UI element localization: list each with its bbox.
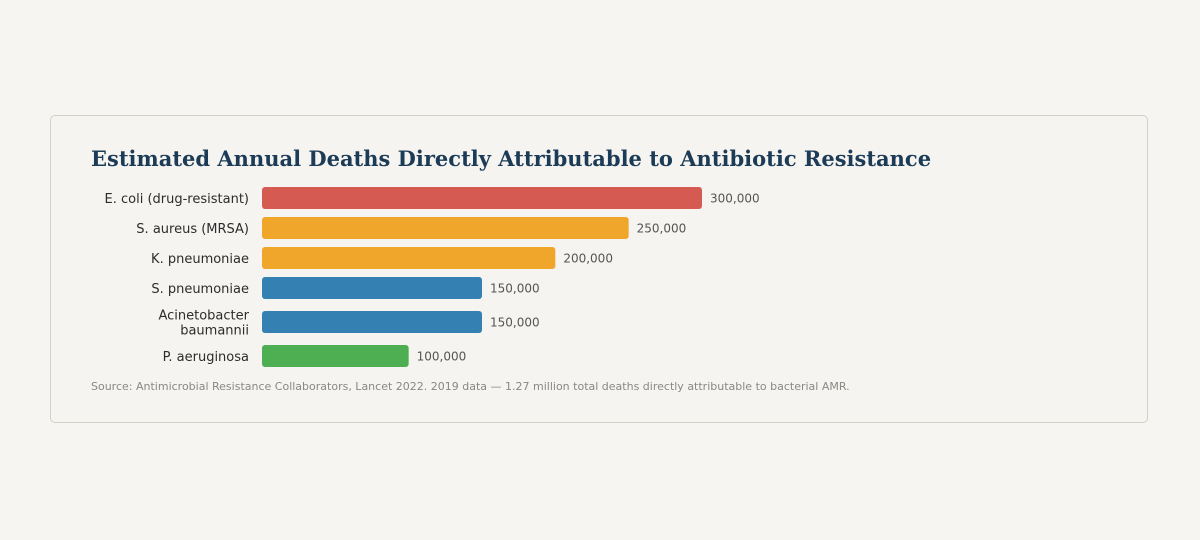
value-label: 300,000 — [710, 192, 760, 206]
category-label: S. pneumoniae — [151, 282, 249, 297]
category-label: E. coli (drug-resistant) — [105, 192, 249, 207]
chart-title: Estimated Annual Deaths Directly Attribu… — [91, 146, 932, 171]
bar — [262, 345, 409, 367]
bar — [262, 217, 629, 239]
value-label: 150,000 — [490, 282, 540, 296]
category-label: P. aeruginosa — [163, 350, 249, 365]
value-label: 100,000 — [417, 350, 467, 364]
bar — [262, 277, 482, 299]
value-label: 150,000 — [490, 316, 540, 330]
bar — [262, 187, 702, 209]
category-label: K. pneumoniae — [151, 252, 249, 267]
bar — [262, 247, 556, 269]
category-label: Acinetobacter baumannii — [158, 309, 249, 339]
value-label: 250,000 — [637, 222, 687, 236]
value-label: 200,000 — [563, 252, 613, 266]
bar — [262, 311, 482, 333]
category-label: S. aureus (MRSA) — [136, 222, 249, 237]
chart-card: Estimated Annual Deaths Directly Attribu… — [50, 115, 1148, 423]
chart-source-note: Source: Antimicrobial Resistance Collabo… — [91, 380, 850, 393]
bar-chart: E. coli (drug-resistant) 300,000 S. aureus… — [105, 187, 760, 367]
